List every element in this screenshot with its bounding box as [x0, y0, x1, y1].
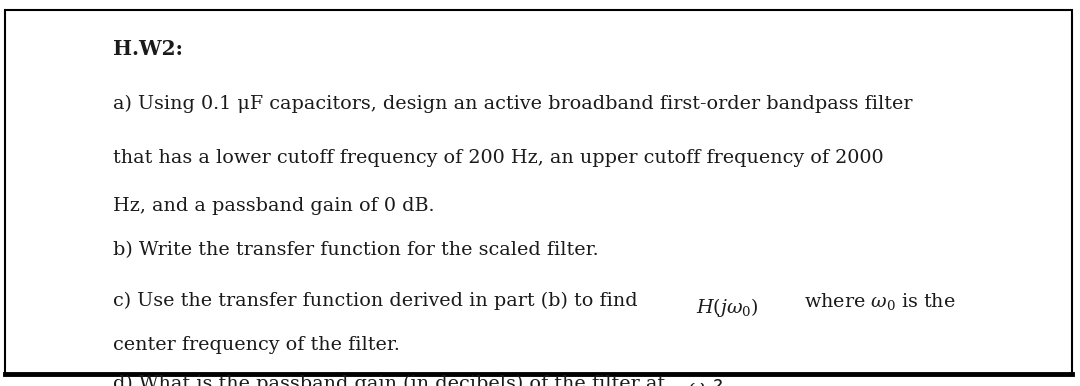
Text: H.W2:: H.W2: [113, 39, 184, 59]
Text: that has a lower cutoff frequency of 200 Hz, an upper cutoff frequency of 2000: that has a lower cutoff frequency of 200… [113, 149, 885, 167]
FancyBboxPatch shape [5, 10, 1072, 374]
Text: c) Use the transfer function derived in part (b) to find: c) Use the transfer function derived in … [113, 291, 644, 310]
Text: a) Using 0.1 μF capacitors, design an active broadband first-order bandpass filt: a) Using 0.1 μF capacitors, design an ac… [113, 95, 913, 113]
Text: $\omega_0$?: $\omega_0$? [688, 377, 724, 386]
Text: Hz, and a passband gain of 0 dB.: Hz, and a passband gain of 0 dB. [113, 197, 435, 215]
Text: $H(j\omega_0)$: $H(j\omega_0)$ [696, 296, 758, 319]
Text: b) Write the transfer function for the scaled filter.: b) Write the transfer function for the s… [113, 241, 599, 259]
Text: d) What is the passband gain (in decibels) of the filter at: d) What is the passband gain (in decibel… [113, 375, 672, 386]
Text: center frequency of the filter.: center frequency of the filter. [113, 336, 401, 354]
Text: where $\omega_0$ is the: where $\omega_0$ is the [804, 291, 955, 312]
